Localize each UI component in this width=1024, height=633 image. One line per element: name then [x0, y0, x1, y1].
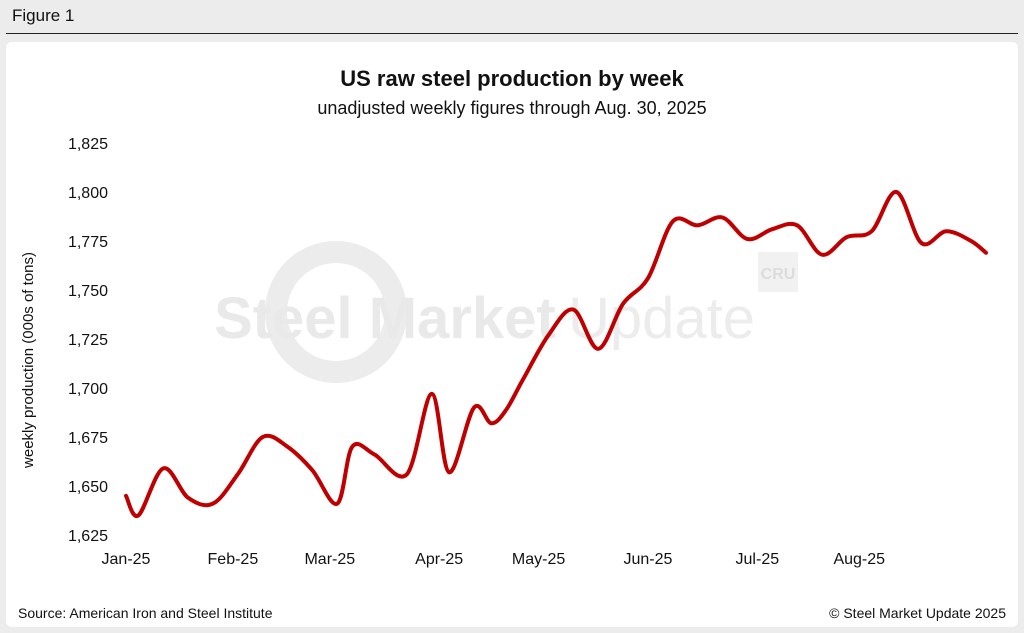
data-point — [745, 237, 749, 241]
data-point — [984, 251, 988, 255]
data-point — [522, 376, 526, 380]
data-point — [211, 502, 215, 506]
x-tick-label: Apr-25 — [415, 551, 463, 568]
data-point — [124, 494, 128, 498]
data-point — [186, 496, 190, 500]
y-tick-label: 1,825 — [68, 136, 108, 153]
data-point — [236, 472, 240, 476]
x-tick-labels: Jan-25 Feb-25 Mar-25 Apr-25 May-25 Jun-25 Jul-… — [102, 551, 886, 568]
data-point — [350, 445, 354, 449]
y-axis-label: weekly production (000s of tons) — [20, 252, 37, 469]
chart-panel: Steel Market Update CRU US raw steel pro… — [6, 42, 1018, 627]
y-tick-label: 1,650 — [68, 479, 108, 496]
data-point — [845, 235, 849, 239]
chart-title: US raw steel production by week — [340, 66, 684, 91]
x-tick-label: Aug-25 — [833, 551, 885, 568]
y-tick-label: 1,750 — [68, 283, 108, 300]
data-point — [944, 229, 948, 233]
data-point — [547, 333, 551, 337]
data-point — [405, 472, 409, 476]
figure-label: Figure 1 — [12, 6, 75, 25]
watermark-text-bold: Steel Market — [214, 286, 556, 351]
watermark-badge-text: CRU — [761, 266, 796, 283]
y-tick-label: 1,700 — [68, 381, 108, 398]
y-tick-labels: 1,625 1,650 1,675 1,700 1,725 1,750 1,775 1,800… — [68, 136, 108, 545]
series-line — [124, 190, 988, 519]
data-point — [671, 219, 675, 223]
series-group — [124, 190, 988, 519]
data-point — [870, 229, 874, 233]
data-point — [335, 502, 339, 506]
copyright-note: © Steel Market Update 2025 — [829, 605, 1006, 621]
data-point — [504, 408, 508, 412]
x-tick-label: Jul-25 — [736, 551, 780, 568]
data-point — [447, 470, 451, 474]
data-point — [621, 302, 625, 306]
data-point — [721, 216, 725, 220]
data-point — [895, 190, 899, 194]
data-point — [286, 445, 290, 449]
chart-svg: Steel Market Update CRU US raw steel pro… — [18, 66, 1006, 621]
x-tick-label: Mar-25 — [304, 551, 355, 568]
watermark-text-light: Update — [568, 286, 755, 351]
data-point — [161, 466, 165, 470]
data-point — [646, 276, 650, 280]
data-point — [571, 308, 575, 312]
data-point — [770, 227, 774, 231]
figure-divider — [6, 33, 1018, 34]
y-tick-label: 1,675 — [68, 430, 108, 447]
data-point — [310, 468, 314, 472]
source-note: Source: American Iron and Steel Institut… — [18, 605, 273, 621]
watermark-ring — [265, 241, 407, 383]
data-point — [696, 223, 700, 227]
data-point — [472, 406, 476, 410]
data-point — [489, 421, 493, 425]
watermark-badge — [758, 252, 798, 292]
x-tick-label: Feb-25 — [208, 551, 259, 568]
x-tick-label: Jun-25 — [624, 551, 673, 568]
y-tick-label: 1,775 — [68, 234, 108, 251]
data-point — [596, 347, 600, 351]
data-point — [261, 435, 265, 439]
x-tick-label: Jan-25 — [102, 551, 151, 568]
data-point — [795, 223, 799, 227]
chart-subtitle: unadjusted weekly figures through Aug. 3… — [317, 98, 706, 118]
data-point — [919, 241, 923, 245]
y-tick-label: 1,625 — [68, 528, 108, 545]
data-point — [373, 453, 377, 457]
data-point — [136, 513, 140, 517]
watermark: Steel Market Update CRU — [214, 241, 798, 383]
data-point — [820, 253, 824, 257]
data-point — [430, 392, 434, 396]
y-tick-label: 1,800 — [68, 185, 108, 202]
data-point — [969, 239, 973, 243]
x-tick-label: May-25 — [512, 551, 565, 568]
y-tick-label: 1,725 — [68, 332, 108, 349]
